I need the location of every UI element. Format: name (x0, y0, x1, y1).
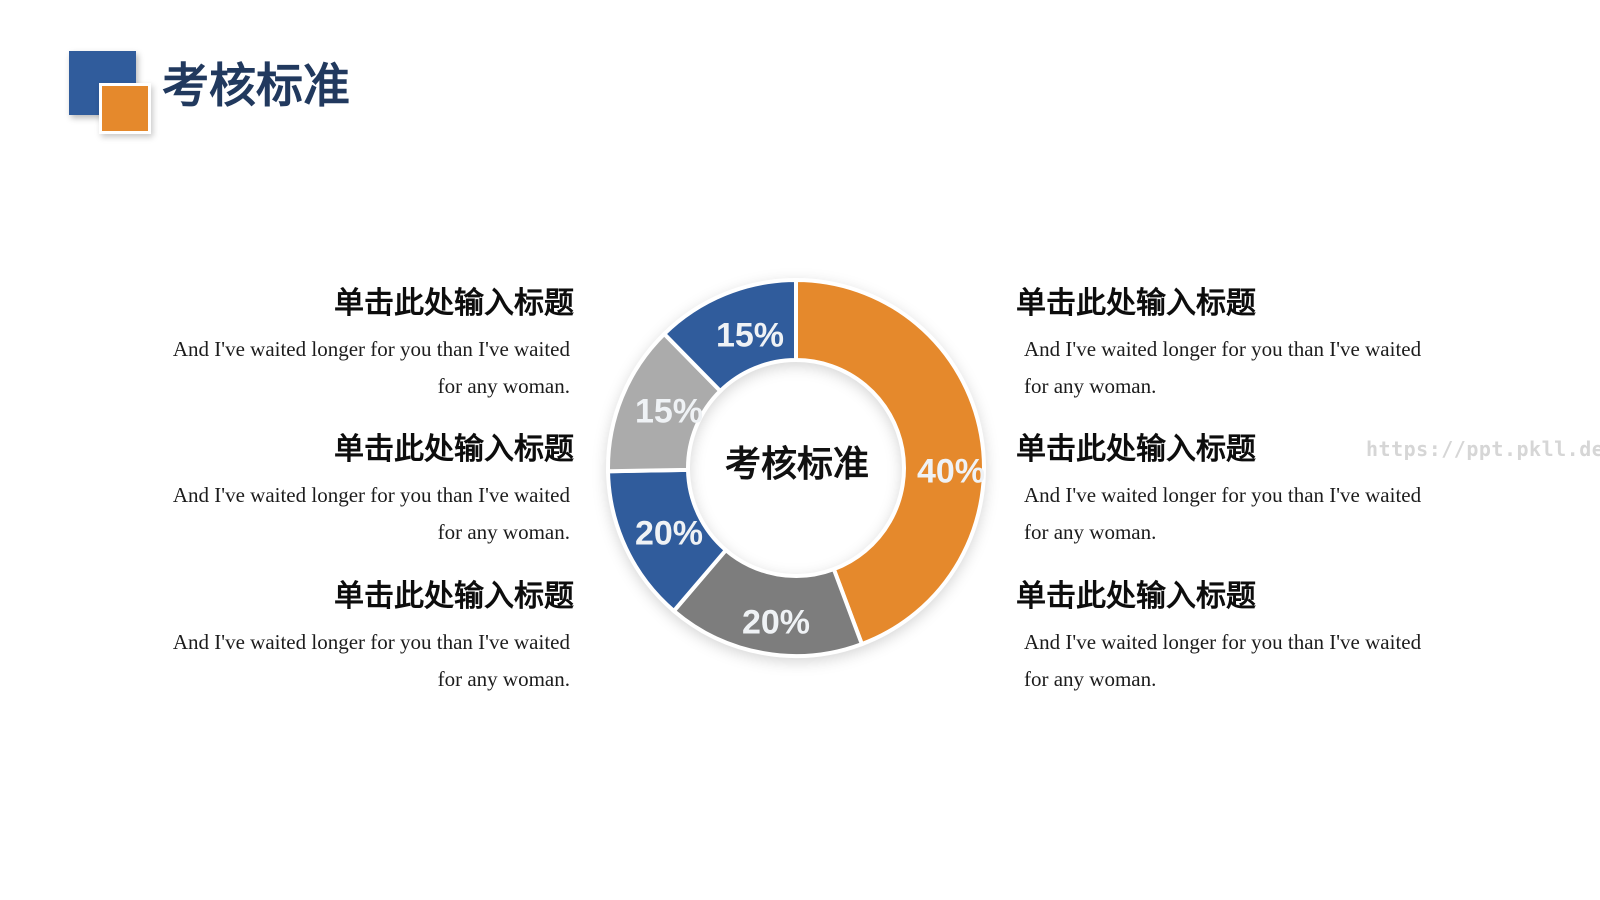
right-text-block-3: 单击此处输入标题 And I've waited longer for you … (1016, 578, 1466, 698)
block-body: And I've waited longer for you than I've… (128, 331, 570, 405)
block-body-line: for any woman. (1024, 374, 1157, 398)
block-title: 单击此处输入标题 (1016, 580, 1256, 613)
donut-segment (661, 277, 798, 394)
slide-title: 考核标准 (162, 59, 350, 112)
block-title: 单击此处输入标题 (1016, 287, 1256, 320)
donut-segment (794, 277, 986, 647)
block-body-line: for any woman. (437, 520, 570, 544)
block-body-line: for any woman. (437, 667, 570, 691)
watermark-link: https://ppt.pkll.de (1366, 437, 1600, 461)
left-text-block-2: 单击此处输入标题 And I've waited longer for you … (128, 431, 574, 551)
block-body-line: And I've waited longer for you than I've… (1024, 337, 1422, 361)
block-title: 单击此处输入标题 (1016, 433, 1256, 466)
block-title: 单击此处输入标题 (334, 287, 574, 320)
block-body: And I've waited longer for you than I've… (1024, 624, 1466, 698)
right-text-block-1: 单击此处输入标题 And I've waited longer for you … (1016, 285, 1466, 405)
block-body: And I've waited longer for you than I've… (128, 624, 570, 698)
block-body: And I've waited longer for you than I've… (1024, 331, 1466, 405)
donut-segment-label: 15% (634, 392, 704, 431)
right-text-column: 单击此处输入标题 And I've waited longer for you … (1016, 0, 1466, 900)
block-title: 单击此处输入标题 (334, 433, 574, 466)
donut-segment-label: 15% (715, 316, 785, 355)
donut-center-label: 考核标准 (724, 443, 870, 484)
block-body-line: for any woman. (1024, 667, 1157, 691)
block-body: And I've waited longer for you than I've… (1024, 477, 1466, 551)
left-text-block-1: 单击此处输入标题 And I've waited longer for you … (128, 285, 574, 405)
donut-segment-label: 20% (741, 603, 811, 642)
left-text-column: 单击此处输入标题 And I've waited longer for you … (128, 0, 574, 900)
block-body-line: And I've waited longer for you than I've… (172, 630, 570, 654)
right-text-block-2: 单击此处输入标题 And I've waited longer for you … (1016, 431, 1466, 551)
block-body-line: And I've waited longer for you than I've… (172, 483, 570, 507)
block-body-line: And I've waited longer for you than I've… (172, 337, 570, 361)
block-body-line: And I've waited longer for you than I've… (1024, 483, 1422, 507)
block-body-line: for any woman. (437, 374, 570, 398)
title-accent-orange-square (99, 83, 151, 134)
block-body-line: And I've waited longer for you than I've… (1024, 630, 1422, 654)
block-body: And I've waited longer for you than I've… (128, 477, 570, 551)
donut-segment-label: 20% (634, 514, 704, 553)
donut-segment-label: 40% (916, 452, 986, 491)
left-text-block-3: 单击此处输入标题 And I've waited longer for you … (128, 578, 574, 698)
donut-chart (605, 277, 986, 658)
block-title: 单击此处输入标题 (334, 580, 574, 613)
block-body-line: for any woman. (1024, 520, 1157, 544)
